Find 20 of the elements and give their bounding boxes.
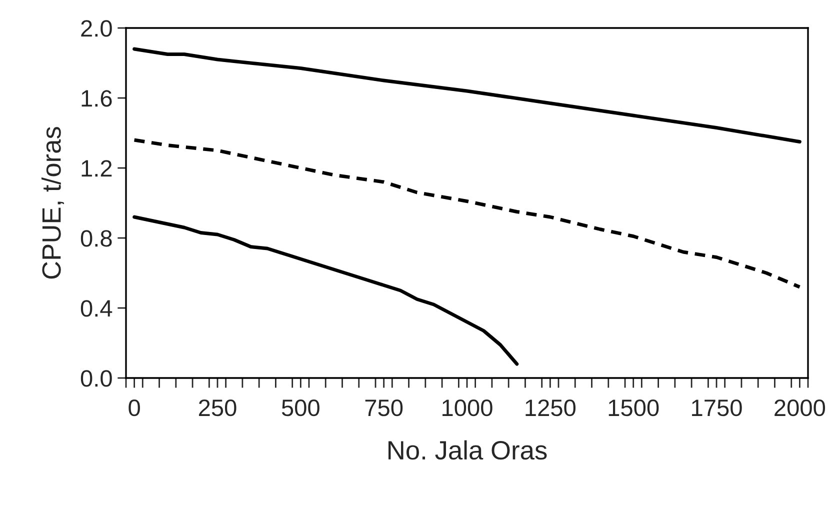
x-axis-title: No. Jala Oras [388,440,547,460]
line-series [132,47,802,144]
y-axis-title: CPUE, t/oras [42,126,64,279]
x-tick-label: 2000 [774,399,826,416]
y-tick-label: 0.8 [80,230,112,247]
x-tick-label: 1500 [608,399,659,416]
y-tick-label: 1.6 [82,90,112,107]
y-tick-label: 2.0 [81,20,112,37]
x-tick-label: 0 [128,399,140,416]
line-series [132,138,802,289]
y-tick-label: 0.0 [80,370,112,387]
line-series [132,215,519,366]
x-tick-label: 750 [365,399,403,416]
x-tick-label: 1250 [526,399,576,416]
x-tick-label: 1000 [442,399,492,416]
x-tick-label: 500 [282,399,320,416]
y-tick-label: 0.4 [80,300,112,317]
y-tick-label: 1.2 [82,160,112,177]
x-tick-label: 1750 [692,399,742,416]
x-tick-label: 250 [198,399,236,416]
